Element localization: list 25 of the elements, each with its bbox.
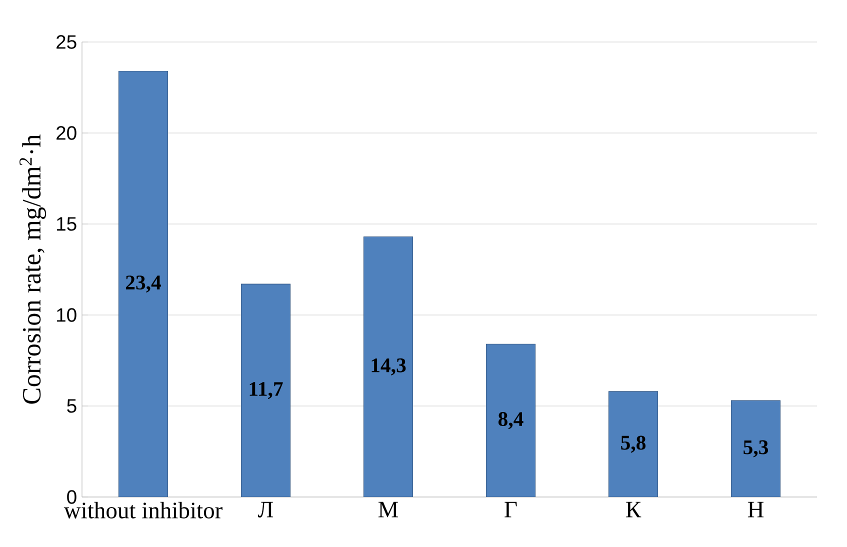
bar [118,70,168,497]
x-tick-label: Н [748,502,764,518]
x-tick-label: Г [504,502,517,518]
x-tick-label: К [626,502,642,518]
data-label: 5,3 [744,440,768,458]
bar [486,344,536,497]
data-label: 14,3 [372,358,406,376]
y-tick-label: 25 [56,35,76,49]
data-label: 23,4 [126,276,162,293]
y-tick-label: 0 [67,490,76,504]
y-tick-label: 15 [57,217,76,231]
x-tick-label: Л [258,502,274,518]
bar [608,391,658,497]
bar [240,284,291,497]
data-label: 8,4 [498,412,524,430]
bar [363,236,414,497]
bar [730,400,781,497]
y-tick-label: 5 [67,399,76,413]
y-tick-label: 10 [57,308,76,322]
x-tick-label: М [378,502,398,518]
data-label: 11,7 [250,382,283,399]
data-label: 5,8 [621,436,646,453]
y-axis-title: Corrosion rate, mg/dm$^{2}$·h [20,134,46,404]
y-tick-label: 20 [56,126,76,140]
x-tick-label: without inhibitor [64,502,222,518]
